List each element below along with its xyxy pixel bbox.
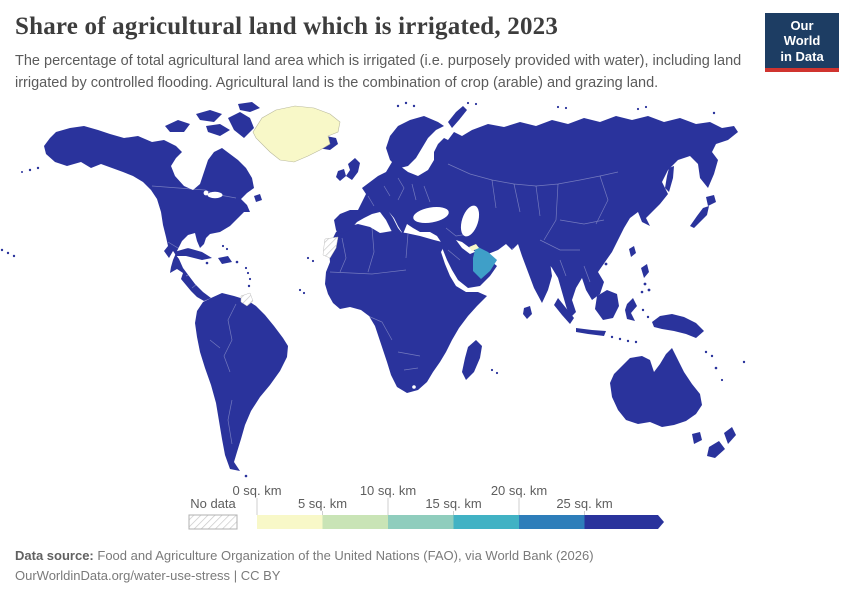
sakhalin[interactable] <box>665 166 674 192</box>
owid-logo-line1: Our World <box>783 18 821 49</box>
world-map-container <box>0 100 850 480</box>
data-source-line: Data source: Food and Agriculture Organi… <box>15 546 815 566</box>
great-britain[interactable] <box>346 158 360 180</box>
legend-bin-3[interactable] <box>453 515 520 529</box>
legend-bin-2[interactable] <box>388 515 454 529</box>
license-line: OurWorldinData.org/water-use-stress | CC… <box>15 566 815 586</box>
ireland[interactable] <box>336 169 346 181</box>
cuba[interactable] <box>174 248 212 260</box>
region-oman[interactable] <box>473 246 497 279</box>
legend-tick-label-20: 20 sq. km <box>491 483 547 498</box>
legend-bin-1[interactable] <box>322 515 389 529</box>
new-zealand[interactable] <box>707 427 736 458</box>
lesotho-no-data <box>412 385 416 389</box>
legend-bin-5[interactable] <box>584 515 651 529</box>
madagascar[interactable] <box>462 340 482 380</box>
caspian-sea <box>460 205 480 237</box>
landmass-default-bin[interactable] <box>0 101 746 478</box>
legend-tick-label-15: 15 sq. km <box>425 496 481 511</box>
sumatra[interactable] <box>554 298 574 324</box>
borneo[interactable] <box>595 290 619 320</box>
south-america-landmass[interactable] <box>195 293 288 471</box>
legend-tick-label-10: 10 sq. km <box>360 483 416 498</box>
map-legend: No data 0 sq. km 5 sq. km 10 sq. km 15 s… <box>186 480 686 532</box>
legend-tick-label-0: 0 sq. km <box>232 483 281 498</box>
small-islands-dots <box>0 101 746 478</box>
newfoundland-island[interactable] <box>254 194 262 202</box>
legend-bin-4[interactable] <box>519 515 585 529</box>
owid-url-link[interactable]: OurWorldinData.org/water-use-stress <box>15 568 231 583</box>
legend-arrow-icon <box>650 515 664 529</box>
java[interactable] <box>576 328 606 336</box>
world-map[interactable] <box>0 100 850 480</box>
legend-tick-label-25: 25 sq. km <box>556 496 612 511</box>
arctic-islands[interactable] <box>165 102 260 138</box>
legend-ticks <box>256 498 585 515</box>
page-title: Share of agricultural land which is irri… <box>15 13 559 40</box>
chart-footer: Data source: Food and Agriculture Organi… <box>15 546 815 586</box>
eurasia-landmass[interactable] <box>334 116 738 318</box>
australia-landmass[interactable] <box>610 348 702 427</box>
separator: | <box>233 568 238 583</box>
license-text: CC BY <box>240 568 281 583</box>
region-uae[interactable] <box>469 244 479 251</box>
legend-bin-0[interactable] <box>257 515 323 529</box>
japan[interactable] <box>690 195 716 228</box>
africa-landmass[interactable] <box>325 224 487 393</box>
legend-tick-label-5: 5 sq. km <box>298 496 347 511</box>
region-french-guiana-no-data[interactable] <box>240 292 254 307</box>
black-sea <box>413 206 449 224</box>
owid-logo-line2: in Data <box>780 48 824 64</box>
taiwan[interactable] <box>629 246 636 257</box>
chart-subtitle: The percentage of total agricultural lan… <box>15 53 742 91</box>
sulawesi[interactable] <box>625 298 637 321</box>
country-borders <box>151 163 619 445</box>
data-source-label: Data source: <box>15 548 94 563</box>
data-source-text: Food and Agriculture Organization of the… <box>97 548 594 563</box>
new-guinea[interactable] <box>652 314 704 338</box>
scandinavia-peninsula[interactable] <box>386 116 444 168</box>
hispaniola[interactable] <box>218 256 232 264</box>
philippines[interactable] <box>641 264 649 278</box>
tasmania[interactable] <box>692 432 702 444</box>
inland-water <box>194 178 480 389</box>
region-western-sahara-no-data[interactable] <box>322 236 339 259</box>
legend-no-data-label: No data <box>190 496 236 511</box>
novaya-zemlya[interactable] <box>448 106 467 128</box>
north-america-landmass[interactable] <box>44 126 254 301</box>
owid-logo[interactable]: Our World in Data <box>765 13 839 72</box>
sri-lanka[interactable] <box>523 306 532 319</box>
region-greenland[interactable] <box>252 105 341 163</box>
legend-no-data-swatch[interactable] <box>188 514 238 530</box>
